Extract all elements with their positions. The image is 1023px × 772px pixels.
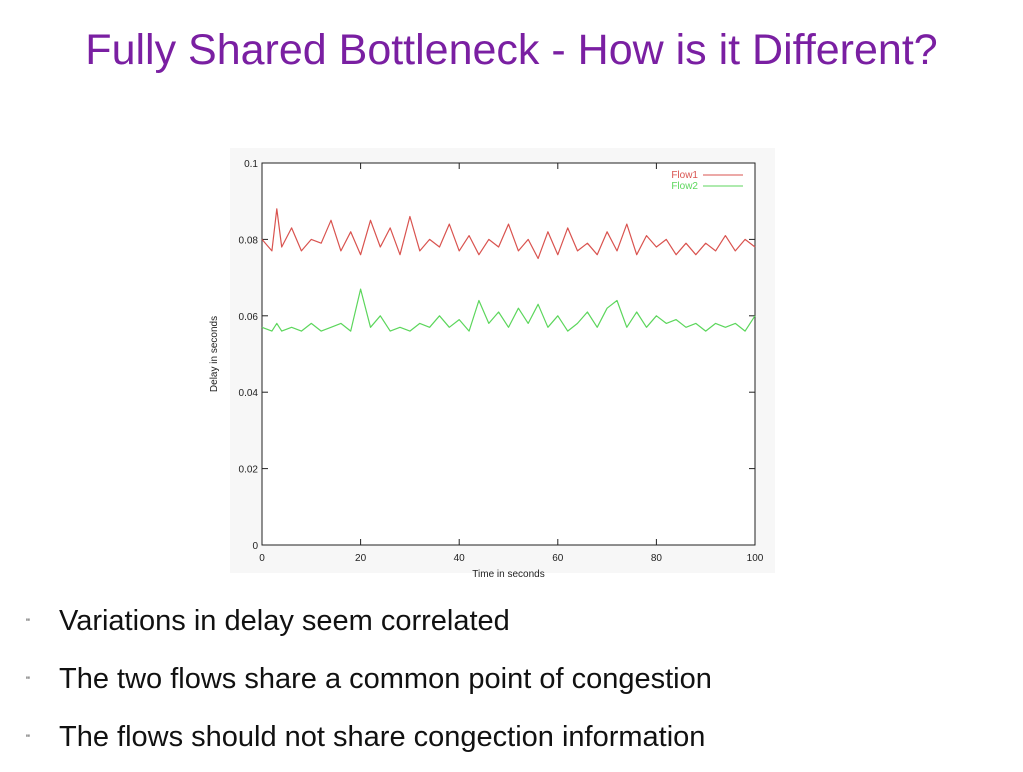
bullet-marker: " [26,675,30,687]
x-tick-label: 80 [651,553,663,564]
series-line-flow1 [261,208,756,260]
bullet-text: The flows should not share congection in… [59,721,706,753]
bullet-item: " The two flows share a common point of … [26,656,1006,714]
x-tick-label: 40 [454,553,466,564]
y-tick-label: 0.04 [239,388,259,399]
y-tick-label: 0.06 [239,312,259,323]
x-tick-label: 100 [747,553,764,564]
bullet-marker: " [26,733,30,745]
slide-title: Fully Shared Bottleneck - How is it Diff… [85,26,938,74]
x-tick-label: 0 [259,553,265,564]
bullet-text: The two flows share a common point of co… [59,663,712,695]
x-tick-label: 60 [552,553,564,564]
y-tick-label: 0 [252,541,258,552]
x-tick-label: 20 [355,553,367,564]
series-line-flow2 [261,288,756,332]
x-axis-label: Time in seconds [472,569,544,580]
y-tick-label: 0.1 [244,159,258,170]
bullet-item: " The flows should not share congection … [26,714,1006,772]
y-tick-label: 0.02 [239,465,259,476]
bullet-item: " Variations in delay seem correlated [26,598,1006,656]
bullet-text: Variations in delay seem correlated [59,605,510,637]
y-tick-label: 0.08 [239,235,259,246]
legend-label: Flow2 [671,181,698,192]
bullet-marker: " [26,617,30,629]
plot-frame [261,162,756,546]
delay-chart-svg: 0 0.02 0.04 0.06 0.08 0.1 0 20 40 60 80 100 Time in … [209,148,775,580]
legend-label: Flow1 [671,170,698,181]
delay-chart: 0 0.02 0.04 0.06 0.08 0.1 0 20 40 60 80 100 Time in … [200,148,780,588]
bullet-list: " Variations in delay seem correlated " … [26,598,1006,772]
y-axis-label: Delay in seconds [209,316,220,392]
